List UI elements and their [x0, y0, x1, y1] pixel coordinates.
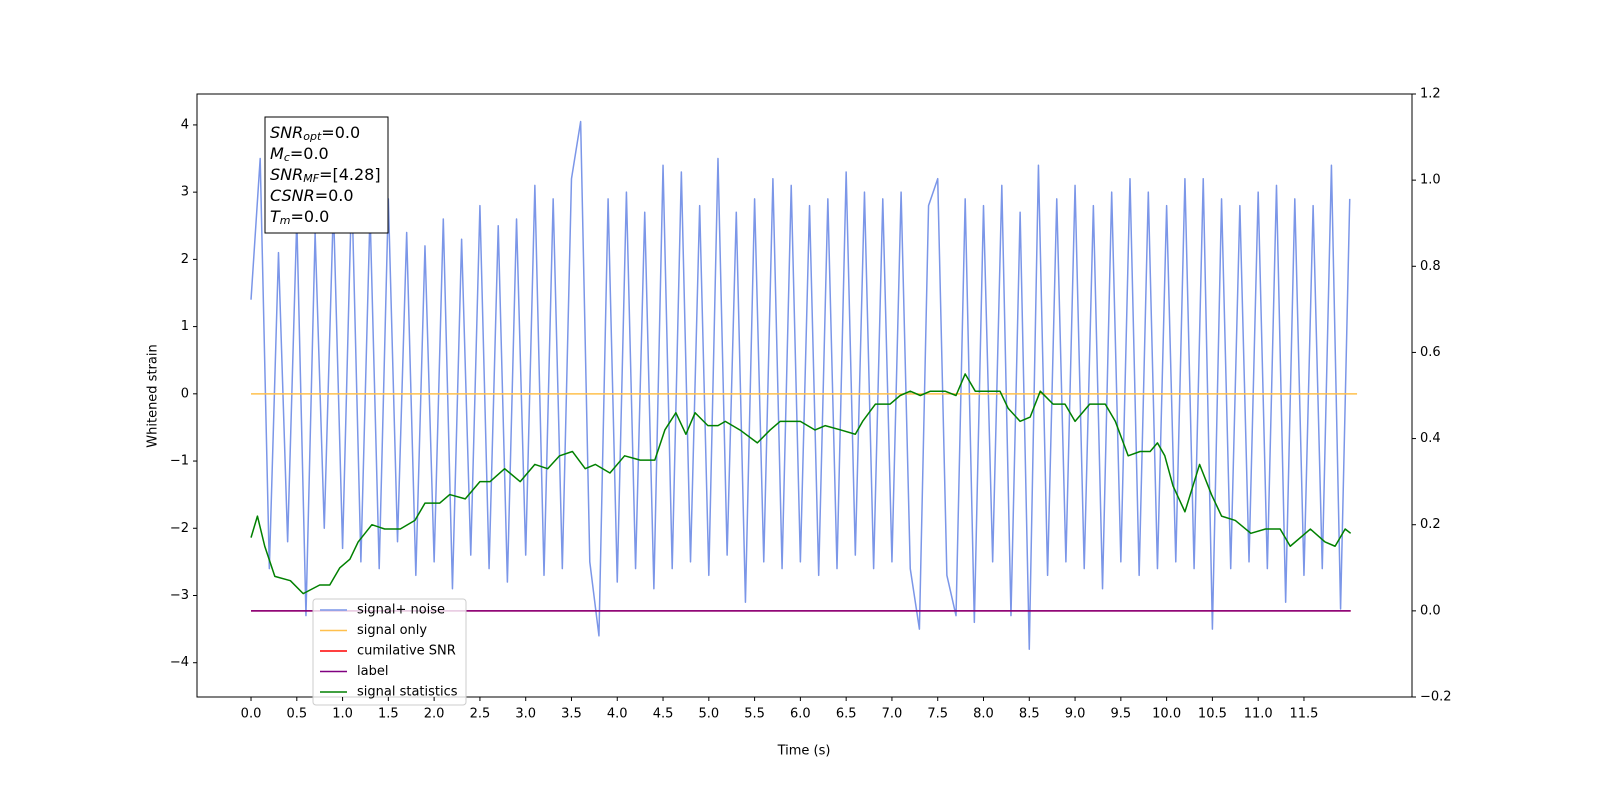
- annotation-line: SNRMF=[4.28]: [270, 165, 381, 186]
- annotation-symbol: CSNR: [270, 186, 315, 205]
- y2-tick-label: 1.2: [1420, 87, 1441, 102]
- legend-label: signal+ noise: [357, 603, 445, 618]
- x-tick-label: 0.0: [241, 707, 262, 722]
- annotation-value: =0.0: [315, 186, 354, 205]
- y2-tick-label: 0.2: [1420, 517, 1441, 532]
- y2-tick-label: 0.4: [1420, 431, 1441, 446]
- axes-frame: [196, 93, 1413, 698]
- annotation-subscript: c: [284, 151, 290, 164]
- x-tick-label: 0.5: [286, 707, 307, 722]
- y-tick-label: 4: [181, 117, 189, 132]
- y-tick-label: −1: [170, 454, 189, 469]
- y-tick-label: −3: [170, 588, 189, 603]
- x-tick-label: 11.0: [1244, 707, 1273, 722]
- y2-tick-label: 0.0: [1420, 603, 1441, 618]
- annotation-line: Mc=0.0: [270, 144, 329, 165]
- y-tick-label: 2: [181, 252, 189, 267]
- x-tick-label: 10.5: [1198, 707, 1227, 722]
- x-tick-label: 1.5: [378, 707, 399, 722]
- x-tick-label: 6.5: [836, 707, 857, 722]
- annotation-subscript: m: [280, 214, 291, 227]
- legend: signal+ noise signal only cumilative SNR la…: [312, 598, 467, 706]
- annotation-line: CSNR=0.0: [270, 186, 354, 205]
- x-tick-label: 6.0: [790, 707, 811, 722]
- annotation-value: =[4.28]: [319, 165, 381, 184]
- y2-tick-label: 1.0: [1420, 173, 1441, 188]
- y-tick-label: −4: [170, 655, 189, 670]
- x-tick-label: 8.0: [973, 707, 994, 722]
- legend-label: signal statistics: [357, 685, 458, 700]
- x-tick-label: 4.5: [653, 707, 674, 722]
- legend-frame: [312, 598, 467, 706]
- x-tick-label: 1.0: [332, 707, 353, 722]
- series-line: [250, 120, 1351, 651]
- legend-label: signal only: [357, 623, 427, 638]
- annotation-subscript: opt: [303, 130, 322, 143]
- annotation-symbol: T: [270, 207, 281, 226]
- y2-tick-label: 0.6: [1420, 345, 1441, 360]
- y-tick-label: 3: [181, 185, 189, 200]
- legend-label: cumilative SNR: [357, 644, 456, 659]
- y2-tick-label: −0.2: [1420, 690, 1452, 705]
- annotation-subscript: MF: [303, 172, 319, 185]
- x-tick-label: 5.0: [698, 707, 719, 722]
- legend-label: label: [357, 664, 388, 679]
- x-tick-label: 7.5: [927, 707, 948, 722]
- x-tick-label: 10.0: [1152, 707, 1181, 722]
- x-tick-label: 3.0: [515, 707, 536, 722]
- annotation-symbol: SNR: [270, 165, 303, 184]
- annotation-value: =0.0: [291, 207, 330, 226]
- annotation-frame: [264, 116, 389, 234]
- annotation-value: =0.0: [290, 144, 329, 163]
- annotation-symbol: SNR: [270, 123, 303, 142]
- x-tick-label: 2.0: [424, 707, 445, 722]
- x-tick-label: 9.0: [1065, 707, 1086, 722]
- annotation-line: Tm=0.0: [270, 207, 329, 228]
- annotation-symbol: M: [270, 144, 284, 163]
- x-tick-label: 7.0: [882, 707, 903, 722]
- y2-tick-label: 0.8: [1420, 259, 1441, 274]
- x-tick-label: 4.0: [607, 707, 628, 722]
- annotation-box: SNRopt=0.0Mc=0.0SNRMF=[4.28]CSNR=0.0Tm=0…: [264, 116, 389, 234]
- x-tick-label: 8.5: [1019, 707, 1040, 722]
- x-tick-label: 3.5: [561, 707, 582, 722]
- y-tick-label: 0: [181, 386, 189, 401]
- x-tick-label: 9.5: [1110, 707, 1131, 722]
- annotation-line: SNRopt=0.0: [270, 123, 360, 144]
- y-tick-label: −2: [170, 521, 189, 536]
- x-tick-label: 11.5: [1289, 707, 1318, 722]
- x-axis-label: Time (s): [777, 744, 831, 759]
- y-tick-label: 1: [181, 319, 189, 334]
- x-tick-label: 5.5: [744, 707, 765, 722]
- x-tick-label: 2.5: [470, 707, 491, 722]
- series-line: [250, 373, 1352, 595]
- y-axis-label: Whitened strain: [146, 344, 161, 447]
- annotation-value: =0.0: [321, 123, 360, 142]
